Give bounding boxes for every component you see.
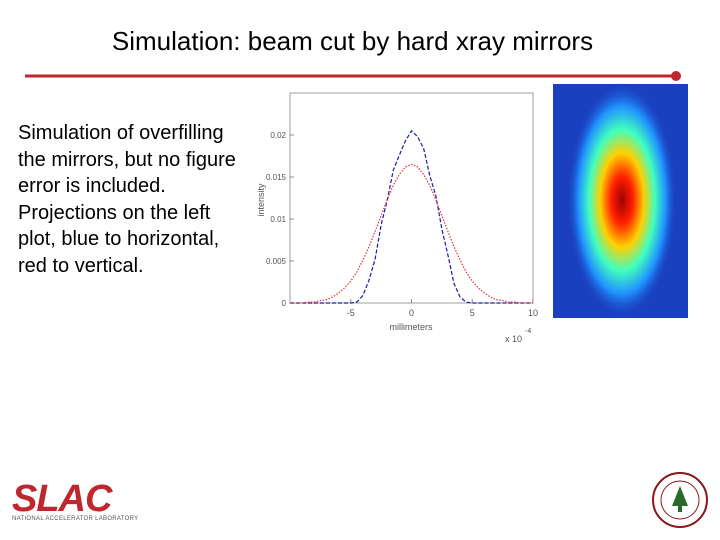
y-tick-label: 0.01 [270, 215, 286, 224]
rule-dot [671, 71, 681, 81]
series-line [290, 129, 533, 304]
logo: SLAC NATIONAL ACCELERATOR LABORATORY [12, 478, 139, 522]
x-axis-label: millimeters [389, 322, 433, 332]
y-tick-label: 0.005 [266, 257, 287, 266]
y-axis-label: intensity [256, 183, 266, 217]
y-tick-label: 0.02 [270, 131, 286, 140]
series-line [290, 163, 533, 304]
x-exponent: -4 [525, 328, 531, 335]
plot-area [289, 92, 534, 304]
body-text: Simulation of overfilling the mirrors, b… [18, 122, 236, 277]
x-tick-label: 5 [470, 308, 475, 318]
logo-subtitle: NATIONAL ACCELERATOR LABORATORY [12, 516, 139, 522]
y-tick-label: 0.015 [266, 173, 287, 182]
stanford-seal [652, 472, 708, 528]
y-tick-label: 0 [282, 299, 287, 308]
x-tick-label: 0 [409, 308, 414, 318]
slide-title: Simulation: beam cut by hard xray mirror… [111, 26, 594, 56]
logo-name: SLAC [12, 478, 112, 520]
x-tick-label: -5 [347, 308, 355, 318]
x-tick-label: 10 [528, 308, 538, 318]
heatmap-beam [567, 82, 677, 318]
x-multiplier: x 10 [505, 334, 522, 344]
